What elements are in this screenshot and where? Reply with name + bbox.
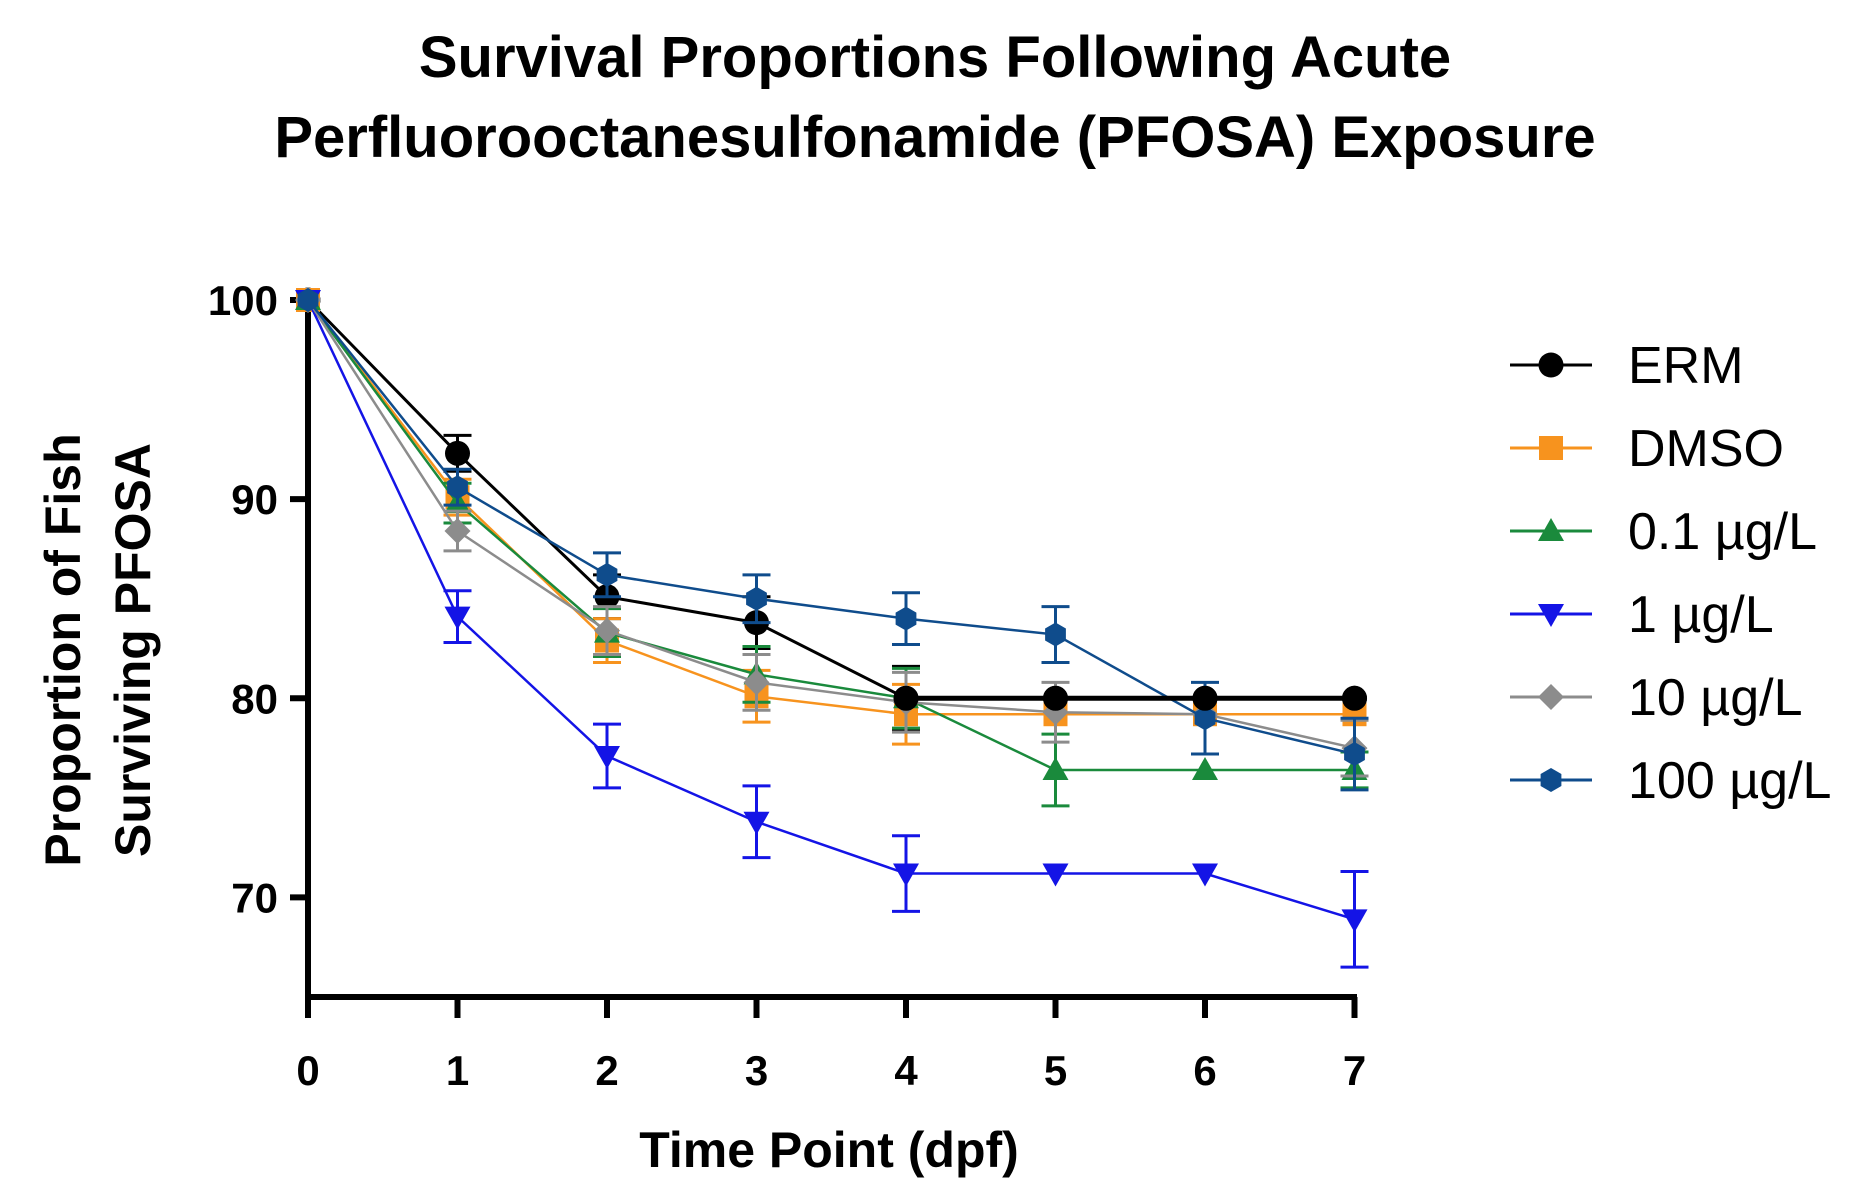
x-tick-label-1: 1 — [446, 1047, 469, 1094]
series-0-point-top-7 — [1342, 685, 1367, 711]
legend-marker-shape-2 — [1538, 518, 1564, 541]
series-2-line — [306, 299, 1355, 772]
y-ticks: 100 90 80 70 — [208, 277, 308, 921]
legend-marker-1-ugl — [1538, 604, 1564, 627]
legend-label-dmso: DMSO — [1628, 420, 1784, 478]
x-tick-label-7: 7 — [1343, 1047, 1366, 1094]
y-axis-label-line-1: Proportion of Fish — [35, 433, 91, 866]
legend-item-100-ugl: 100 µg/L — [1510, 752, 1831, 810]
series-3-point-2 — [594, 746, 620, 770]
series-3-point-5 — [1042, 863, 1069, 887]
series-2-point-5 — [1042, 756, 1069, 780]
legend-marker-erm — [1538, 352, 1564, 378]
series-3-point-1 — [444, 606, 471, 630]
series-5-point-6 — [1194, 706, 1216, 731]
chart-title-line-2: Perfluorooctanesulfonamide (PFOSA) Expos… — [274, 105, 1595, 170]
legend-item-erm: ERM — [1510, 337, 1744, 395]
y-tick-label-70: 70 — [231, 874, 278, 921]
series-0-point-1 — [445, 440, 470, 466]
x-tick-label-2: 2 — [595, 1047, 618, 1094]
x-axis-label: Time Point (dpf) — [639, 1122, 1019, 1178]
legend-marker-shape-3 — [1538, 604, 1564, 627]
legend-label-10-ugl: 10 µg/L — [1628, 669, 1803, 727]
x-ticks: 0 1 2 3 4 5 6 7 — [296, 997, 1366, 1094]
legend-label-erm: ERM — [1628, 337, 1744, 395]
series-0-point-top-5 — [1043, 685, 1068, 711]
series-5-line — [307, 299, 1355, 756]
legend-marker-0-1-ugl — [1538, 518, 1564, 541]
series-3-point-7 — [1341, 909, 1368, 933]
series-3-point-4 — [893, 863, 919, 887]
series-2-point-6 — [1192, 756, 1218, 780]
plot-area — [295, 287, 1369, 969]
legend-marker-shape-1 — [1539, 436, 1563, 460]
series-3-point-3 — [743, 811, 770, 835]
series-4-point-2 — [594, 617, 620, 644]
series-5-point-1 — [447, 475, 468, 500]
legend-marker-shape-4 — [1538, 684, 1564, 710]
y-tick-label-80: 80 — [231, 675, 278, 722]
legend-item-0-1-ugl: 0.1 µg/L — [1510, 503, 1817, 561]
y-tick-label-90: 90 — [231, 476, 278, 523]
legend-marker-10-ugl — [1538, 684, 1564, 710]
legend-item-1-ugl: 1 µg/L — [1510, 586, 1774, 644]
series-4-point-3 — [743, 669, 770, 696]
legend-marker-shape-5 — [1540, 768, 1562, 792]
legend-label-1-ugl: 1 µg/L — [1628, 586, 1774, 644]
series-5-point-2 — [596, 562, 618, 587]
series-0-point-top-6 — [1192, 685, 1218, 711]
series-4-line — [306, 299, 1355, 750]
legend-label-100-ugl: 100 µg/L — [1628, 752, 1831, 810]
series-0-point-top-4 — [893, 685, 919, 711]
x-tick-label-5: 5 — [1044, 1047, 1067, 1094]
series-3-point-6 — [1192, 863, 1218, 887]
legend-marker-shape-0 — [1538, 352, 1564, 378]
legend-marker-100-ugl — [1540, 768, 1562, 792]
legend-marker-dmso — [1539, 436, 1563, 460]
y-tick-label-100: 100 — [208, 277, 278, 324]
x-tick-label-6: 6 — [1193, 1047, 1216, 1094]
chart-title-line-1: Survival Proportions Following Acute — [419, 25, 1451, 90]
series-3-line — [306, 299, 1355, 921]
series-5-point-5 — [1045, 622, 1066, 647]
x-tick-label-4: 4 — [894, 1047, 918, 1094]
x-tick-label-3: 3 — [745, 1047, 768, 1094]
series-5-point-4 — [895, 606, 917, 631]
series-4-point-1 — [444, 518, 471, 545]
series-5-point-7 — [1344, 742, 1365, 767]
legend-item-dmso: DMSO — [1510, 420, 1784, 478]
series-5-point-0 — [297, 288, 319, 312]
legend-label-0-1-ugl: 0.1 µg/L — [1628, 503, 1817, 561]
series-5-point-3 — [746, 586, 767, 611]
x-tick-label-0: 0 — [296, 1047, 319, 1094]
legend: ERM DMSO 0.1 µg/L 1 µg/L 10 µg/L — [1510, 337, 1831, 810]
series-3 — [295, 290, 1369, 969]
y-axis-label-line-2: Surviving PFOSA — [105, 443, 161, 857]
legend-item-10-ugl: 10 µg/L — [1510, 669, 1803, 727]
